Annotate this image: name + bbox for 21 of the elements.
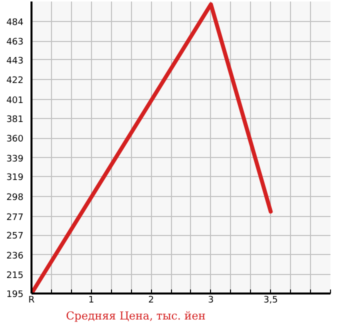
- y-tick-label: 339: [6, 154, 24, 164]
- y-tick-label: 215: [6, 271, 24, 282]
- y-tick-label: 277: [6, 212, 24, 223]
- y-tick-label: 463: [6, 38, 24, 48]
- y-tick-label: 443: [6, 56, 24, 66]
- text: Средняя Цена, тыс. йен: [66, 310, 206, 322]
- y-tick-label: 360: [6, 134, 24, 145]
- y-tick-label: 195: [6, 290, 24, 300]
- y-tick-label: 257: [6, 232, 24, 242]
- y-tick-label: 319: [6, 173, 24, 184]
- y-tick-label: 236: [6, 251, 24, 262]
- y-tick-label: 298: [6, 192, 24, 203]
- y-tick-label: 381: [6, 114, 24, 125]
- x-tick-label: R: [28, 296, 35, 306]
- y-tick-label: 401: [6, 96, 24, 106]
- y-tick-label: 484: [6, 18, 24, 28]
- y-tick-label: 422: [6, 76, 24, 86]
- x-tick-label: 3: [208, 296, 214, 306]
- x-tick-label: 1: [88, 296, 94, 306]
- x-tick-label: 2: [148, 296, 154, 306]
- x-tick-label: 3,5: [264, 296, 278, 306]
